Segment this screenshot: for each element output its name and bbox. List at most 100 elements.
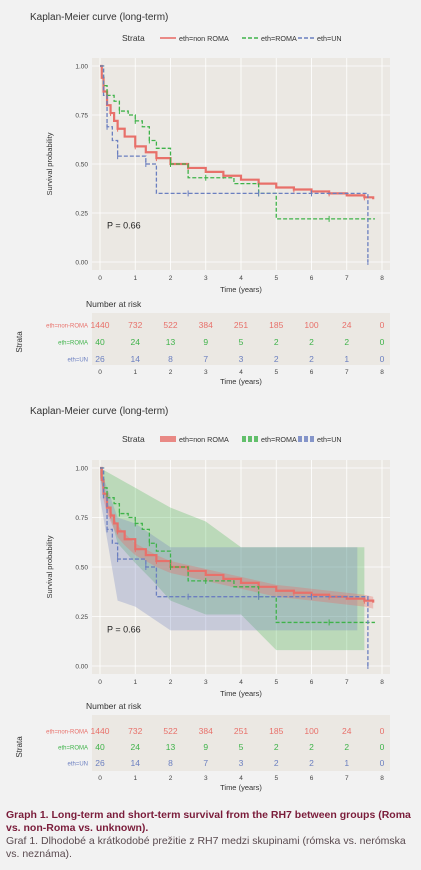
- risk-value: 384: [199, 726, 213, 736]
- x-tick-label: 8: [380, 275, 384, 282]
- risk-x-tick-label: 2: [169, 775, 173, 782]
- risk-value: 13: [166, 742, 176, 752]
- risk-table-title: Number at risk: [86, 701, 142, 711]
- x-tick-label: 3: [204, 679, 208, 686]
- risk-x-tick-label: 8: [380, 369, 384, 376]
- risk-x-tick-label: 7: [345, 775, 349, 782]
- series-line: [100, 65, 369, 262]
- risk-value: 2: [309, 742, 314, 752]
- risk-value: 3: [239, 758, 244, 768]
- risk-value: 5: [239, 742, 244, 752]
- risk-row-label: eth=ROMA: [58, 746, 88, 752]
- p-value-annotation: P = 0.66: [107, 221, 141, 231]
- risk-value: 251: [234, 726, 248, 736]
- risk-value: 24: [131, 337, 141, 347]
- figure-caption: Graph 1. Long-term and short-term surviv…: [6, 809, 416, 861]
- series-line: [100, 467, 369, 666]
- risk-value: 185: [269, 320, 283, 330]
- risk-value: 0: [380, 758, 385, 768]
- x-axis-label: Time (years): [220, 285, 262, 294]
- x-tick-label: 8: [380, 679, 384, 686]
- risk-value: 2: [274, 758, 279, 768]
- x-tick-label: 6: [310, 275, 314, 282]
- risk-value: 1440: [91, 320, 110, 330]
- y-tick-label: 0.25: [75, 211, 88, 218]
- caption-subtitle: Graf 1. Dlhodobé a krátkodobé prežitie z…: [6, 835, 406, 860]
- risk-x-tick-label: 6: [310, 775, 314, 782]
- risk-value: 1: [344, 354, 349, 364]
- y-tick-label: 0.50: [75, 565, 88, 572]
- risk-value: 7: [203, 354, 208, 364]
- risk-value: 2: [309, 337, 314, 347]
- risk-value: 2: [309, 354, 314, 364]
- series-line: [100, 467, 375, 624]
- risk-value: 0: [380, 337, 385, 347]
- risk-x-tick-label: 3: [204, 369, 208, 376]
- x-tick-label: 1: [133, 275, 137, 282]
- risk-row-label: eth=ROMA: [58, 341, 88, 347]
- chart-title: Kaplan-Meier curve (long-term): [30, 12, 168, 23]
- risk-value: 14: [131, 354, 141, 364]
- risk-x-tick-label: 4: [239, 369, 243, 376]
- risk-value: 732: [128, 726, 142, 736]
- x-tick-label: 7: [345, 275, 349, 282]
- risk-value: 2: [309, 758, 314, 768]
- risk-table-title: Number at risk: [86, 299, 142, 309]
- risk-x-tick-label: 0: [98, 775, 102, 782]
- y-tick-label: 1.00: [75, 64, 88, 71]
- p-value-annotation: P = 0.66: [107, 624, 141, 634]
- risk-value: 185: [269, 726, 283, 736]
- y-tick-label: 0.75: [75, 515, 88, 522]
- risk-value: 2: [274, 337, 279, 347]
- confidence-band: [100, 468, 374, 609]
- x-tick-label: 2: [169, 275, 173, 282]
- risk-value: 1: [344, 758, 349, 768]
- risk-x-tick-label: 6: [310, 369, 314, 376]
- risk-value: 26: [95, 354, 105, 364]
- x-tick-label: 5: [274, 679, 278, 686]
- risk-value: 2: [344, 337, 349, 347]
- risk-value: 100: [304, 320, 318, 330]
- risk-value: 9: [203, 337, 208, 347]
- risk-value: 7: [203, 758, 208, 768]
- x-tick-label: 7: [345, 679, 349, 686]
- risk-row-label: eth=non-ROMA: [46, 324, 88, 330]
- x-tick-label: 2: [169, 679, 173, 686]
- risk-table-panel: [92, 715, 390, 771]
- risk-row-label: eth=UN: [67, 358, 88, 364]
- chart-title: Kaplan-Meier curve (long-term): [30, 406, 168, 417]
- legend-label: eth=UN: [317, 34, 342, 43]
- risk-value: 9: [203, 742, 208, 752]
- risk-value: 3: [239, 354, 244, 364]
- risk-x-tick-label: 1: [133, 775, 137, 782]
- legend-title: Strata: [122, 434, 145, 444]
- risk-table-panel: [92, 313, 390, 365]
- risk-value: 0: [380, 354, 385, 364]
- y-tick-label: 0.25: [75, 614, 88, 621]
- y-axis-label: Survival probability: [45, 535, 54, 598]
- risk-value: 8: [168, 354, 173, 364]
- risk-value: 384: [199, 320, 213, 330]
- x-tick-label: 6: [310, 679, 314, 686]
- confidence-band: [100, 468, 365, 651]
- y-tick-label: 0.75: [75, 113, 88, 120]
- risk-x-tick-label: 5: [274, 369, 278, 376]
- legend-label: eth=ROMA: [261, 435, 297, 444]
- risk-value: 251: [234, 320, 248, 330]
- y-tick-label: 0.00: [75, 664, 88, 671]
- x-tick-label: 3: [204, 275, 208, 282]
- risk-x-tick-label: 1: [133, 369, 137, 376]
- risk-x-tick-label: 2: [169, 369, 173, 376]
- risk-x-tick-label: 4: [239, 775, 243, 782]
- risk-x-tick-label: 8: [380, 775, 384, 782]
- legend-label: eth=UN: [317, 435, 342, 444]
- x-axis-label: Time (years): [220, 689, 262, 698]
- risk-value: 14: [131, 758, 141, 768]
- y-tick-label: 0.50: [75, 162, 88, 169]
- risk-x-tick-label: 0: [98, 369, 102, 376]
- legend-label: eth=non ROMA: [179, 34, 229, 43]
- y-axis-label: Survival probability: [45, 132, 54, 195]
- risk-value: 24: [342, 320, 352, 330]
- risk-x-axis-label: Time (years): [220, 377, 262, 386]
- caption-title: Graph 1. Long-term and short-term surviv…: [6, 809, 411, 834]
